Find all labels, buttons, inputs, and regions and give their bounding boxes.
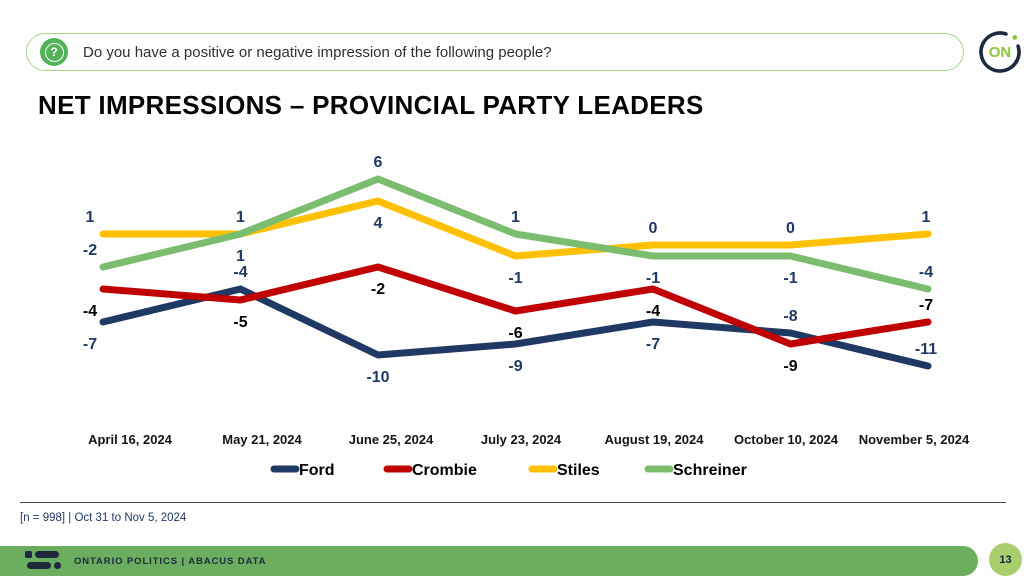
x-axis-label: October 10, 2024 bbox=[734, 432, 839, 447]
data-label-stiles: 1 bbox=[236, 209, 245, 226]
data-label-ford: -10 bbox=[366, 369, 389, 386]
legend-label-stiles: Stiles bbox=[557, 462, 600, 479]
data-label-ford: -9 bbox=[508, 358, 522, 375]
data-label-stiles: 0 bbox=[786, 220, 795, 237]
x-axis-label: August 19, 2024 bbox=[605, 432, 705, 447]
legend-label-ford: Ford bbox=[299, 462, 335, 479]
data-label-ford: -8 bbox=[783, 308, 797, 325]
data-label-schreiner: 6 bbox=[374, 154, 383, 171]
data-label-stiles: 1 bbox=[86, 209, 95, 226]
x-axis-label: November 5, 2024 bbox=[859, 432, 970, 447]
on-logo: ON bbox=[979, 31, 1021, 73]
data-label-ford: -4 bbox=[233, 264, 247, 281]
data-label-crombie: -5 bbox=[233, 314, 247, 331]
data-label-crombie: -4 bbox=[646, 303, 660, 320]
footnote-divider bbox=[20, 502, 1006, 503]
data-label-crombie: -6 bbox=[508, 325, 522, 342]
x-axis-label: May 21, 2024 bbox=[222, 432, 302, 447]
question-banner: ? Do you have a positive or negative imp… bbox=[26, 33, 964, 71]
data-label-schreiner: -4 bbox=[919, 264, 933, 281]
data-label-crombie: -2 bbox=[371, 281, 385, 298]
data-label-schreiner: -2 bbox=[83, 242, 97, 259]
data-label-schreiner: -1 bbox=[646, 270, 660, 287]
page-number-badge: 13 bbox=[989, 543, 1022, 576]
on-logo-text: ON bbox=[989, 44, 1012, 61]
data-label-ford: -7 bbox=[83, 336, 97, 353]
data-label-crombie: -9 bbox=[783, 358, 797, 375]
x-axis-label: June 25, 2024 bbox=[349, 432, 434, 447]
abacus-data-logo-icon bbox=[25, 551, 61, 569]
question-bubble-icon: ? bbox=[40, 38, 68, 66]
data-label-schreiner: 1 bbox=[511, 209, 520, 226]
data-label-stiles: 1 bbox=[922, 209, 931, 226]
data-label-stiles: 0 bbox=[649, 220, 658, 237]
data-label-schreiner: 1 bbox=[236, 248, 245, 265]
page-title: NET IMPRESSIONS – PROVINCIAL PARTY LEADE… bbox=[38, 90, 704, 120]
data-label-crombie: -7 bbox=[919, 297, 933, 314]
legend-label-crombie: Crombie bbox=[412, 462, 477, 479]
data-label-stiles: 4 bbox=[374, 215, 383, 232]
footer-text: ONTARIO POLITICS | ABACUS DATA bbox=[74, 555, 267, 567]
legend-label-schreiner: Schreiner bbox=[673, 462, 747, 479]
question-text: Do you have a positive or negative impre… bbox=[83, 43, 552, 61]
data-label-ford: -7 bbox=[646, 336, 660, 353]
data-label-schreiner: -1 bbox=[783, 270, 797, 287]
on-logo-dot bbox=[1012, 35, 1018, 40]
footnote: [n = 998] | Oct 31 to Nov 5, 2024 bbox=[20, 512, 187, 524]
question-mark-glyph: ? bbox=[44, 42, 64, 62]
x-axis-label: July 23, 2024 bbox=[481, 432, 562, 447]
line-ford bbox=[99, 285, 932, 370]
footer-bar: ONTARIO POLITICS | ABACUS DATA bbox=[0, 546, 978, 576]
line-schreiner bbox=[99, 175, 932, 293]
chart: -7-4-10-9-7-8-11-4-5-2-6-4-9-71 1 4-10 01-2… bbox=[83, 154, 970, 479]
data-label-ford: -11 bbox=[915, 341, 937, 358]
data-label-crombie: -4 bbox=[83, 303, 97, 320]
line-crombie bbox=[99, 263, 932, 348]
x-axis-label: April 16, 2024 bbox=[88, 432, 173, 447]
data-label-stiles: -1 bbox=[508, 270, 522, 287]
